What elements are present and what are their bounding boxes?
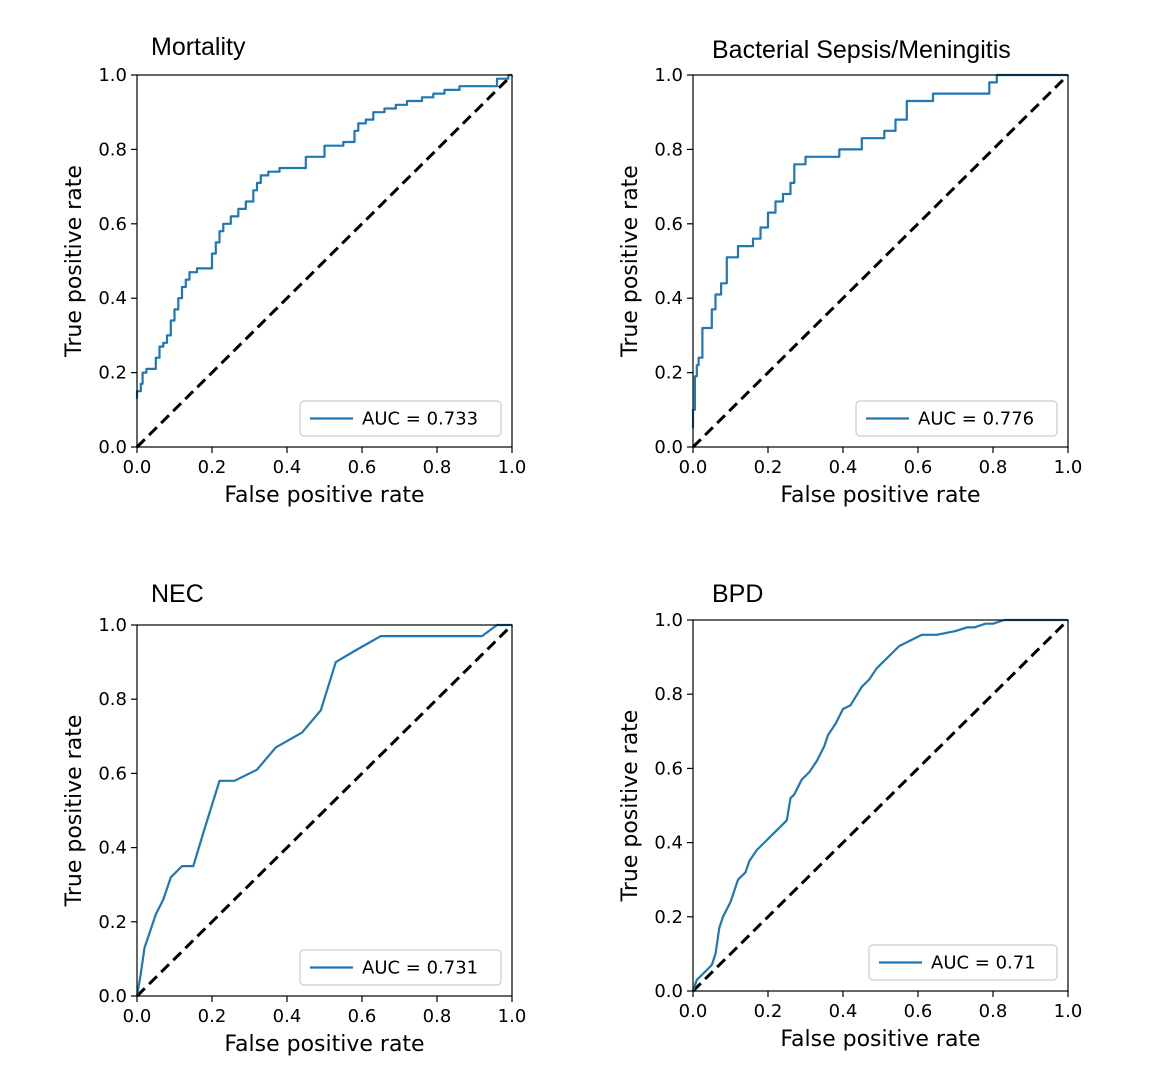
roc-plot: 0.0 0.2 0.4 0.6 0.8 1.0 0.0 0.2 0.4 0.6 0.8 1.0 Fals… bbox=[62, 65, 527, 508]
legend-label: AUC = 0.731 bbox=[362, 958, 478, 979]
y-tick-label: 0.8 bbox=[654, 684, 683, 705]
x-tick-label: 0.6 bbox=[904, 1001, 933, 1022]
chart-title: BPD bbox=[712, 580, 764, 608]
x-tick-label: 0.4 bbox=[273, 457, 302, 478]
y-axis-label: True positive rate bbox=[618, 710, 643, 903]
y-tick-label: 0.0 bbox=[98, 986, 127, 1007]
x-tick-label: 1.0 bbox=[1054, 457, 1083, 478]
y-tick-label: 1.0 bbox=[98, 65, 127, 86]
y-tick-label: 0.2 bbox=[98, 912, 127, 933]
x-tick-label: 0.8 bbox=[979, 457, 1008, 478]
chance-diagonal-line bbox=[691, 73, 1070, 449]
chart-title: Bacterial Sepsis/Meningitis bbox=[712, 36, 1011, 64]
legend-label: AUC = 0.776 bbox=[918, 409, 1034, 430]
axes-frame bbox=[692, 74, 1069, 448]
y-tick-label: 0.4 bbox=[98, 838, 127, 859]
legend-box bbox=[299, 949, 502, 986]
x-axis-label: False positive rate bbox=[224, 483, 424, 508]
x-axis-label: False positive rate bbox=[224, 1032, 424, 1057]
x-tick-label: 0.2 bbox=[198, 1006, 227, 1027]
x-tick-label: 0.0 bbox=[679, 457, 708, 478]
y-tick-label: 0.6 bbox=[654, 214, 683, 235]
x-tick-label: 0.0 bbox=[679, 1001, 708, 1022]
chance-diagonal-line bbox=[691, 618, 1070, 993]
y-tick-label: 0.0 bbox=[654, 981, 683, 1002]
y-axis-label: True positive rate bbox=[618, 165, 643, 358]
y-tick-label: 0.0 bbox=[98, 437, 127, 458]
y-tick-label: 0.2 bbox=[98, 363, 127, 384]
axes-frame bbox=[136, 74, 513, 448]
y-tick-label: 0.8 bbox=[98, 689, 127, 710]
x-tick-label: 0.8 bbox=[979, 1001, 1008, 1022]
x-tick-label: 0.4 bbox=[829, 457, 858, 478]
x-tick-label: 0.4 bbox=[829, 1001, 858, 1022]
x-axis-label: False positive rate bbox=[780, 483, 980, 508]
x-tick-label: 0.2 bbox=[754, 1001, 783, 1022]
x-tick-label: 0.0 bbox=[123, 1006, 152, 1027]
y-axis-label: True positive rate bbox=[62, 715, 87, 908]
roc-curve bbox=[135, 623, 512, 997]
roc-curve bbox=[691, 73, 1068, 429]
legend-label: AUC = 0.71 bbox=[931, 953, 1036, 974]
legend-box bbox=[868, 944, 1058, 981]
axes-frame bbox=[692, 619, 1069, 992]
y-tick-label: 0.2 bbox=[654, 907, 683, 928]
x-tick-label: 0.6 bbox=[904, 457, 933, 478]
roc-curve bbox=[135, 73, 512, 399]
axes-frame bbox=[136, 624, 513, 997]
roc-plot: 0.0 0.2 0.4 0.6 0.8 1.0 0.0 0.2 0.4 0.6 0.8 1.0 Fals… bbox=[618, 65, 1083, 508]
roc-curve bbox=[691, 618, 1068, 992]
x-tick-label: 1.0 bbox=[498, 1006, 527, 1027]
y-tick-label: 1.0 bbox=[654, 65, 683, 86]
x-tick-label: 0.6 bbox=[348, 457, 377, 478]
legend-label: AUC = 0.733 bbox=[362, 409, 478, 430]
legend-box bbox=[855, 400, 1058, 437]
y-tick-label: 0.4 bbox=[98, 288, 127, 309]
y-tick-label: 1.0 bbox=[654, 610, 683, 631]
x-tick-label: 0.0 bbox=[123, 457, 152, 478]
roc-plot: 0.0 0.2 0.4 0.6 0.8 1.0 0.0 0.2 0.4 0.6 0.8 1.0 Fals… bbox=[62, 615, 527, 1057]
y-tick-label: 1.0 bbox=[98, 615, 127, 636]
y-tick-label: 0.4 bbox=[654, 288, 683, 309]
x-tick-label: 0.2 bbox=[754, 457, 783, 478]
y-tick-label: 0.6 bbox=[654, 758, 683, 779]
panel-mortality: Mortality 0.0 0.2 0.4 0.6 0.8 1.0 0.0 0.2 0.4 0.6… bbox=[0, 0, 576, 540]
x-tick-label: 1.0 bbox=[1054, 1001, 1083, 1022]
chance-diagonal-line bbox=[135, 73, 514, 449]
y-tick-label: 0.8 bbox=[98, 139, 127, 160]
x-tick-label: 0.8 bbox=[423, 457, 452, 478]
panel-nec: NEC 0.0 0.2 0.4 0.6 0.8 1.0 0.0 0.2 0.4 0.6 0.8 1.0… bbox=[62, 580, 527, 1057]
x-tick-label: 0.6 bbox=[348, 1006, 377, 1027]
panel-bacterial-sepsis: Bacterial Sepsis/Meningitis 0.0 0.2 0.4 0.6… bbox=[618, 36, 1083, 508]
y-tick-label: 0.6 bbox=[98, 214, 127, 235]
x-tick-label: 0.2 bbox=[198, 457, 227, 478]
y-tick-label: 0.4 bbox=[654, 833, 683, 854]
y-tick-label: 0.0 bbox=[654, 437, 683, 458]
y-tick-label: 0.8 bbox=[654, 139, 683, 160]
legend-box bbox=[299, 400, 502, 437]
chance-diagonal-line bbox=[135, 623, 514, 998]
y-tick-label: 0.2 bbox=[654, 363, 683, 384]
y-tick-label: 0.6 bbox=[98, 763, 127, 784]
x-tick-label: 0.8 bbox=[423, 1006, 452, 1027]
y-axis-label: True positive rate bbox=[62, 165, 87, 358]
x-tick-label: 1.0 bbox=[498, 457, 527, 478]
chart-title: Mortality bbox=[151, 33, 246, 61]
chart-title: NEC bbox=[151, 580, 204, 608]
x-axis-label: False positive rate bbox=[780, 1027, 980, 1052]
x-tick-label: 0.4 bbox=[273, 1006, 302, 1027]
